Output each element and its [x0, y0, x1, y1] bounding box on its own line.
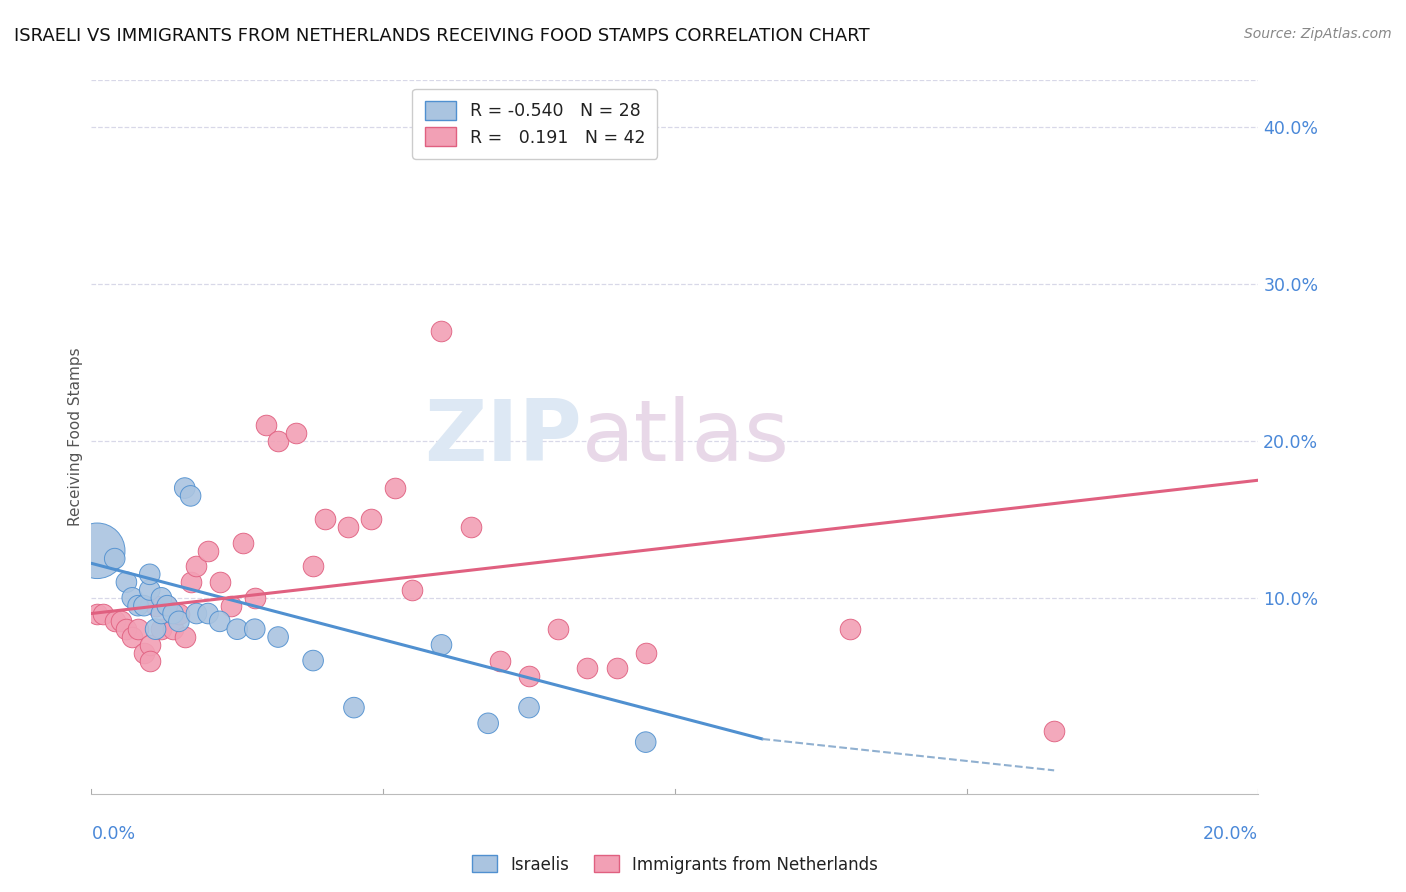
- Point: [138, 567, 162, 582]
- Point: [127, 599, 149, 613]
- Point: [110, 615, 132, 629]
- Point: [221, 599, 243, 613]
- Point: [1043, 724, 1066, 739]
- Point: [267, 630, 290, 644]
- Point: [91, 607, 114, 621]
- Point: [547, 622, 569, 636]
- Point: [430, 638, 453, 652]
- Point: [232, 536, 254, 550]
- Point: [197, 607, 219, 621]
- Point: [121, 630, 143, 644]
- Point: [180, 489, 202, 503]
- Point: [226, 622, 249, 636]
- Point: [302, 559, 325, 574]
- Point: [167, 607, 190, 621]
- Point: [121, 591, 143, 605]
- Point: [150, 591, 173, 605]
- Point: [173, 481, 195, 495]
- Point: [156, 599, 179, 613]
- Point: [517, 669, 540, 683]
- Point: [167, 615, 190, 629]
- Point: [460, 520, 482, 534]
- Point: [115, 575, 138, 590]
- Point: [162, 607, 184, 621]
- Point: [489, 654, 512, 668]
- Text: Source: ZipAtlas.com: Source: ZipAtlas.com: [1244, 27, 1392, 41]
- Point: [337, 520, 360, 534]
- Point: [156, 599, 179, 613]
- Point: [127, 622, 149, 636]
- Point: [254, 418, 277, 433]
- Point: [138, 654, 162, 668]
- Point: [243, 622, 266, 636]
- Point: [605, 661, 627, 675]
- Point: [634, 646, 657, 660]
- Point: [302, 654, 325, 668]
- Point: [145, 622, 167, 636]
- Text: ISRAELI VS IMMIGRANTS FROM NETHERLANDS RECEIVING FOOD STAMPS CORRELATION CHART: ISRAELI VS IMMIGRANTS FROM NETHERLANDS R…: [14, 27, 870, 45]
- Point: [343, 700, 366, 714]
- Text: 0.0%: 0.0%: [91, 825, 135, 843]
- Point: [150, 607, 173, 621]
- Point: [314, 512, 336, 526]
- Point: [86, 607, 108, 621]
- Point: [384, 481, 406, 495]
- Point: [634, 735, 657, 749]
- Point: [173, 630, 195, 644]
- Point: [267, 434, 290, 448]
- Point: [104, 615, 127, 629]
- Point: [401, 582, 423, 597]
- Point: [186, 607, 208, 621]
- Point: [145, 599, 167, 613]
- Point: [150, 622, 173, 636]
- Point: [138, 582, 162, 597]
- Point: [115, 622, 138, 636]
- Point: [477, 716, 499, 731]
- Point: [284, 426, 307, 441]
- Point: [430, 324, 453, 338]
- Point: [104, 551, 127, 566]
- Point: [243, 591, 266, 605]
- Point: [576, 661, 599, 675]
- Point: [197, 543, 219, 558]
- Text: atlas: atlas: [582, 395, 790, 479]
- Point: [186, 559, 208, 574]
- Point: [838, 622, 860, 636]
- Text: 20.0%: 20.0%: [1204, 825, 1258, 843]
- Point: [132, 646, 155, 660]
- Point: [208, 615, 231, 629]
- Text: ZIP: ZIP: [423, 395, 582, 479]
- Point: [517, 700, 540, 714]
- Y-axis label: Receiving Food Stamps: Receiving Food Stamps: [67, 348, 83, 526]
- Point: [138, 638, 162, 652]
- Legend: Israelis, Immigrants from Netherlands: Israelis, Immigrants from Netherlands: [464, 847, 886, 882]
- Point: [162, 622, 184, 636]
- Point: [180, 575, 202, 590]
- Point: [86, 543, 108, 558]
- Point: [132, 599, 155, 613]
- Point: [208, 575, 231, 590]
- Point: [360, 512, 382, 526]
